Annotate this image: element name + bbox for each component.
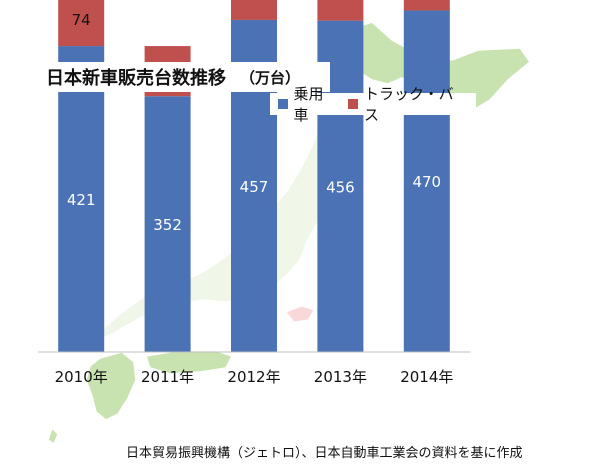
chart-unit: （万台） (240, 68, 301, 87)
data-label-passenger-4: 456 (326, 178, 355, 196)
chart-title-box: 日本新車販売台数推移 （万台） (34, 62, 330, 92)
bar-truck-bus-1 (58, 0, 105, 47)
x-tick-label-3: 2012年 (227, 368, 280, 386)
chart-title: 日本新車販売台数推移 (46, 68, 226, 89)
data-label-truck-bus-4: 81 (331, 0, 350, 1)
source-note: 日本貿易振興機構（ジェトロ）、日本自動車工業会の資料を基に作成 (126, 439, 596, 463)
x-tick-label-4: 2013年 (314, 368, 367, 386)
data-label-passenger-2: 352 (153, 216, 182, 234)
x-tick-label-2: 2011年 (141, 368, 194, 386)
data-label-passenger-5: 470 (412, 173, 441, 191)
legend-label-truck-bus: トラック・バス (363, 85, 454, 124)
data-label-truck-bus-3: 80 (244, 0, 263, 1)
legend-label-passenger: 乗用車 (293, 85, 324, 124)
bar-passenger-5 (403, 10, 450, 352)
legend: 乗用車 トラック・バス (270, 85, 476, 124)
bar-truck-bus-4 (317, 0, 364, 21)
legend-item-truck-bus: トラック・バス (348, 83, 464, 125)
legend-item-passenger: 乗用車 (278, 83, 336, 125)
bar-truck-bus-5 (403, 0, 450, 11)
bar-passenger-1 (58, 46, 105, 352)
legend-swatch-truck-bus (348, 99, 358, 109)
legend-swatch-passenger (278, 99, 288, 109)
map-kyushu (85, 351, 137, 421)
bar-passenger-2 (144, 96, 191, 352)
x-tick-label-1: 2010年 (55, 368, 108, 386)
bars-group: 4217435269457804568147089 (58, 0, 450, 353)
x-axis-tick-labels: 2010年 2011年 2012年 2013年 2014年 (55, 368, 454, 386)
data-label-passenger-1: 421 (67, 191, 96, 209)
data-label-passenger-3: 457 (240, 178, 269, 196)
x-tick-label-5: 2014年 (400, 368, 453, 386)
data-label-truck-bus-1: 74 (72, 11, 91, 29)
map-okinawa (47, 426, 59, 446)
bar-truck-bus-3 (231, 0, 277, 20)
